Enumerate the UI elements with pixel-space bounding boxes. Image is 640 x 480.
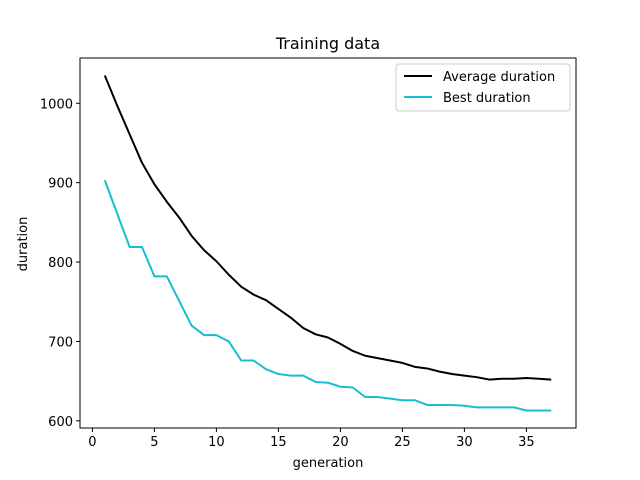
y-tick-label: 600 bbox=[48, 415, 73, 430]
y-tick-label: 700 bbox=[48, 335, 73, 350]
series-line-1 bbox=[103, 75, 552, 381]
series-line-2 bbox=[103, 179, 552, 412]
x-tick-label: 20 bbox=[332, 435, 349, 450]
legend-label-1: Average duration bbox=[443, 70, 555, 85]
x-tick-label: 35 bbox=[518, 435, 535, 450]
legend: Average duration Best duration bbox=[395, 63, 571, 112]
x-axis-label: generation bbox=[293, 456, 364, 471]
y-axis-label: duration bbox=[16, 217, 31, 272]
chart-title: Training data bbox=[275, 34, 380, 53]
x-tick-label: 0 bbox=[88, 435, 96, 450]
x-tick-label: 15 bbox=[270, 435, 287, 450]
y-tick-label: 800 bbox=[48, 256, 73, 271]
x-tick-label: 30 bbox=[456, 435, 473, 450]
y-tick-label: 900 bbox=[48, 177, 73, 192]
x-tick-label: 25 bbox=[394, 435, 411, 450]
plot-frame bbox=[79, 57, 577, 429]
legend-box bbox=[395, 63, 571, 112]
x-tick-label: 5 bbox=[150, 435, 158, 450]
plot-area: 0 5 10 15 20 25 30 35 600 700 800 900 1000 Average du… bbox=[40, 57, 577, 450]
legend-label-2: Best duration bbox=[443, 91, 531, 106]
y-tick-label: 1000 bbox=[40, 97, 73, 112]
x-tick-label: 10 bbox=[208, 435, 225, 450]
